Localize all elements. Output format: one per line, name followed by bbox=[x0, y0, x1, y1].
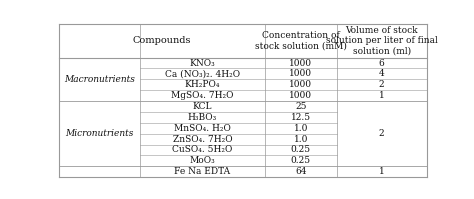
Text: Fe Na EDTA: Fe Na EDTA bbox=[174, 167, 230, 176]
Text: Compounds: Compounds bbox=[133, 36, 191, 45]
Text: 1000: 1000 bbox=[289, 80, 312, 89]
Text: KNO₃: KNO₃ bbox=[190, 59, 215, 67]
Text: 1.0: 1.0 bbox=[293, 124, 308, 133]
Text: KCL: KCL bbox=[193, 102, 212, 111]
Text: 1000: 1000 bbox=[289, 91, 312, 100]
Text: 1: 1 bbox=[379, 91, 384, 100]
Text: 25: 25 bbox=[295, 102, 307, 111]
Text: Volume of stock
solution per liter of final
solution (ml): Volume of stock solution per liter of fi… bbox=[326, 26, 438, 56]
Text: 2: 2 bbox=[379, 80, 384, 89]
Text: 4: 4 bbox=[379, 69, 384, 78]
Text: 0.25: 0.25 bbox=[291, 145, 311, 154]
Text: KH₂PO₄: KH₂PO₄ bbox=[185, 80, 220, 89]
Text: MgSO₄. 7H₂O: MgSO₄. 7H₂O bbox=[171, 91, 234, 100]
Text: Concentration of
stock solution (mM): Concentration of stock solution (mM) bbox=[255, 31, 346, 50]
Text: Ca (NO₃)₂. 4H₂O: Ca (NO₃)₂. 4H₂O bbox=[165, 69, 240, 78]
Text: 1.0: 1.0 bbox=[293, 135, 308, 144]
Text: 64: 64 bbox=[295, 167, 307, 176]
Text: ZnSO₄. 7H₂O: ZnSO₄. 7H₂O bbox=[173, 135, 232, 144]
Text: 12.5: 12.5 bbox=[291, 113, 311, 122]
Text: 0.25: 0.25 bbox=[291, 156, 311, 165]
Text: CuSO₄. 5H₂O: CuSO₄. 5H₂O bbox=[173, 145, 233, 154]
Text: 1000: 1000 bbox=[289, 59, 312, 67]
Text: Macronutrients: Macronutrients bbox=[64, 75, 135, 84]
Text: 2: 2 bbox=[379, 129, 384, 138]
Text: 6: 6 bbox=[379, 59, 384, 67]
Text: H₃BO₃: H₃BO₃ bbox=[188, 113, 217, 122]
Text: Micronutrients: Micronutrients bbox=[65, 129, 134, 138]
Text: 1: 1 bbox=[379, 167, 384, 176]
Text: 1000: 1000 bbox=[289, 69, 312, 78]
Text: MoO₃: MoO₃ bbox=[190, 156, 215, 165]
Text: MnSO₄. H₂O: MnSO₄. H₂O bbox=[174, 124, 231, 133]
